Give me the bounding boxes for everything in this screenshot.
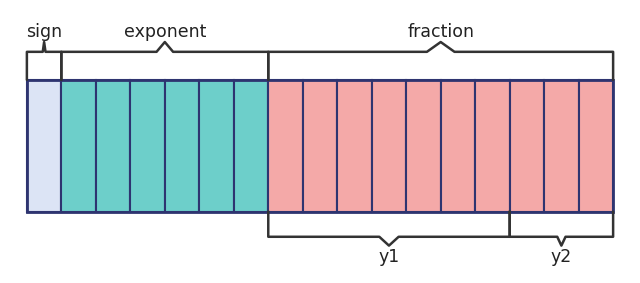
Bar (165, 80, 199, 212)
Bar (27, 80, 613, 212)
Bar (372, 80, 406, 212)
Bar (268, 80, 303, 212)
Bar (234, 80, 268, 212)
Bar (544, 80, 579, 212)
Bar (475, 80, 509, 212)
Bar (27, 80, 61, 212)
Bar (337, 80, 372, 212)
Bar (131, 80, 165, 212)
Bar (96, 80, 131, 212)
Bar (303, 80, 337, 212)
Bar (61, 80, 96, 212)
Text: y2: y2 (551, 248, 572, 266)
Text: y1: y1 (378, 248, 399, 266)
Bar (406, 80, 441, 212)
Text: fraction: fraction (407, 23, 474, 41)
Text: exponent: exponent (124, 23, 206, 41)
Bar (579, 80, 613, 212)
Bar (509, 80, 544, 212)
Text: sign: sign (26, 23, 62, 41)
Bar (441, 80, 475, 212)
Bar (199, 80, 234, 212)
